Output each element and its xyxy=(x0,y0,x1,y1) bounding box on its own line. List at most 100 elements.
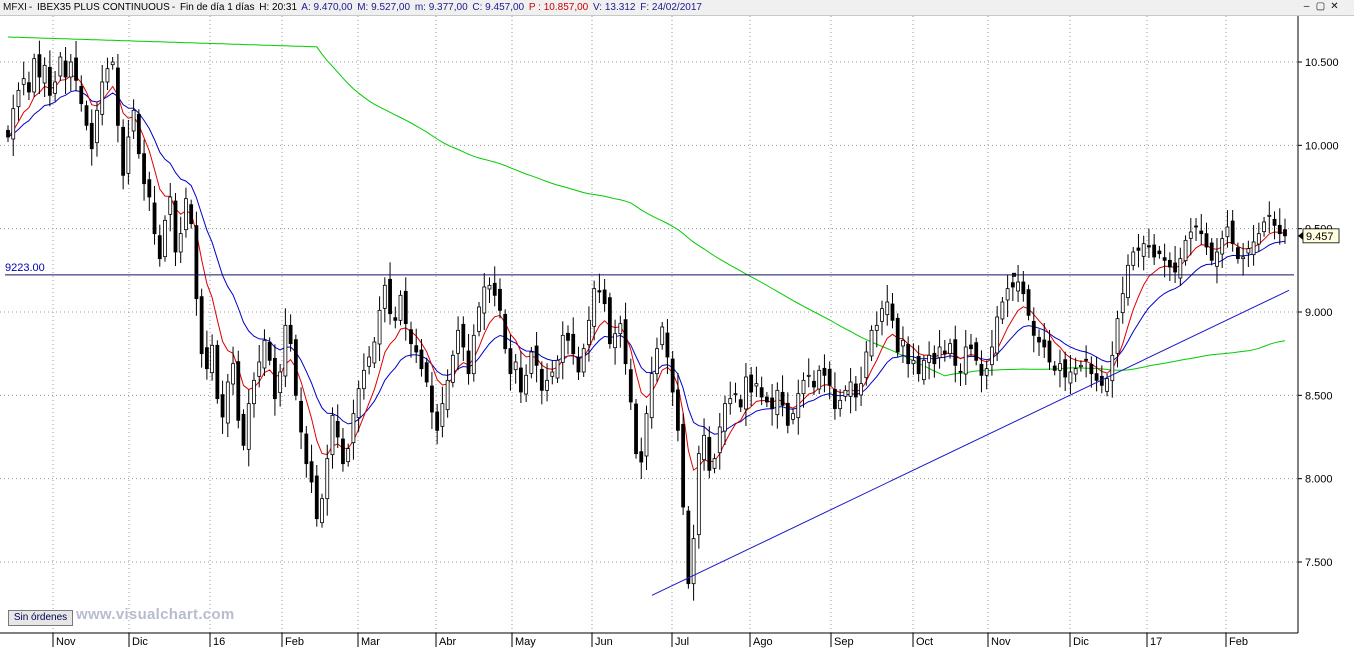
candle-body xyxy=(984,368,989,376)
candle-body xyxy=(785,402,790,426)
chart-grid xyxy=(0,16,1298,633)
candle-body xyxy=(482,286,487,314)
candle-body xyxy=(450,354,455,383)
candle-body xyxy=(471,334,476,375)
orders-status-button[interactable]: Sin órdenes xyxy=(8,610,73,626)
candle-body xyxy=(1078,364,1083,368)
candle-body xyxy=(278,371,283,394)
candle-body xyxy=(498,288,502,311)
candle-body xyxy=(341,438,345,465)
candle-body xyxy=(806,374,811,377)
candle-body xyxy=(1068,371,1073,384)
candle-body xyxy=(1220,238,1225,255)
candle-body xyxy=(1115,318,1120,354)
x-tick-label: Oct xyxy=(916,636,933,648)
candle-body xyxy=(660,326,665,346)
candle-body xyxy=(262,339,267,369)
candle-body xyxy=(152,202,157,235)
candle-body xyxy=(754,383,759,387)
candle-body xyxy=(388,278,392,315)
candle-body xyxy=(503,313,508,350)
candle-body xyxy=(215,344,220,400)
candle-body xyxy=(189,204,194,225)
x-axis-labels: Nov Dic 16 Feb Mar Abr May Jun Jul Ago Sep Oct Nov Di… xyxy=(52,633,1248,648)
candle-body xyxy=(37,54,42,78)
quote-date: F: 24/02/2017 xyxy=(640,2,702,13)
candle-body xyxy=(937,346,942,359)
quote-hour: H: 20:31 xyxy=(259,2,298,13)
restore-icon[interactable]: ▢ xyxy=(1315,1,1326,12)
candle-body xyxy=(325,458,330,500)
x-tick-label: Feb xyxy=(285,636,304,648)
candle-body xyxy=(1131,251,1136,266)
candle-body xyxy=(634,403,638,455)
candle-body xyxy=(676,389,680,431)
drawn-lines[interactable]: 9223.00 9.457 xyxy=(5,228,1340,596)
plot-area xyxy=(0,16,1298,633)
candle-body xyxy=(1016,281,1020,292)
x-tick-label: Sep xyxy=(834,636,854,648)
candle-body xyxy=(27,82,31,93)
candle-body xyxy=(775,389,780,416)
candle-body xyxy=(566,332,570,341)
candle-body xyxy=(100,81,105,115)
candle-body xyxy=(817,369,822,390)
x-tick-label: 17 xyxy=(1150,636,1162,648)
candle-body xyxy=(906,343,911,365)
window-title-bar: MFXI - IBEX35 PLUS CONTINUOUS - Fin de día… xyxy=(0,0,1354,16)
candle-body xyxy=(539,368,544,391)
last-price-box xyxy=(1302,228,1340,244)
candle-body xyxy=(592,288,597,327)
candle-body xyxy=(843,389,848,397)
candle-body xyxy=(225,381,230,424)
candle-body xyxy=(299,400,303,433)
candle-body xyxy=(974,342,979,361)
candle-body xyxy=(853,383,858,398)
candle-body xyxy=(79,85,84,105)
candle-body xyxy=(1037,336,1041,343)
close-icon[interactable]: ✕ xyxy=(1330,1,1339,12)
candle-body xyxy=(764,396,769,403)
minimize-icon[interactable]: – xyxy=(1303,1,1310,12)
candle-body xyxy=(948,343,952,355)
candle-body xyxy=(1178,258,1183,279)
candle-body xyxy=(1204,233,1209,248)
trendline xyxy=(651,289,1290,596)
candle-body xyxy=(859,383,863,396)
candle-body xyxy=(487,284,492,290)
candle-body xyxy=(1136,247,1141,251)
candle-body xyxy=(607,297,612,345)
candle-body xyxy=(1162,257,1167,261)
x-tick-label: Feb xyxy=(1229,636,1248,648)
candle-body xyxy=(1230,220,1235,245)
candle-body xyxy=(749,374,754,393)
candle-body xyxy=(142,153,146,185)
candle-body xyxy=(84,105,89,126)
candle-body xyxy=(639,451,644,463)
candle-body xyxy=(367,356,372,367)
candle-body xyxy=(1246,248,1251,254)
candle-body xyxy=(1052,365,1057,371)
candle-body xyxy=(613,333,617,349)
candle-body xyxy=(812,380,816,388)
candle-body xyxy=(529,351,534,374)
x-tick-label: Mar xyxy=(361,636,380,648)
candle-body xyxy=(1147,245,1151,248)
candle-body xyxy=(1141,243,1146,257)
candle-body xyxy=(717,426,722,454)
candle-body xyxy=(147,179,152,198)
candle-body xyxy=(1225,226,1230,238)
candle-body xyxy=(393,317,398,321)
candle-body xyxy=(466,350,471,375)
candle-body xyxy=(979,363,984,376)
candle-body xyxy=(958,370,963,373)
candle-body xyxy=(576,357,581,373)
candle-body xyxy=(257,361,262,377)
candle-body xyxy=(1183,239,1188,262)
candle-body xyxy=(723,403,727,432)
candle-body xyxy=(168,196,173,215)
candle-body xyxy=(6,129,10,138)
y-tick-label: 8.500 xyxy=(1305,390,1333,402)
